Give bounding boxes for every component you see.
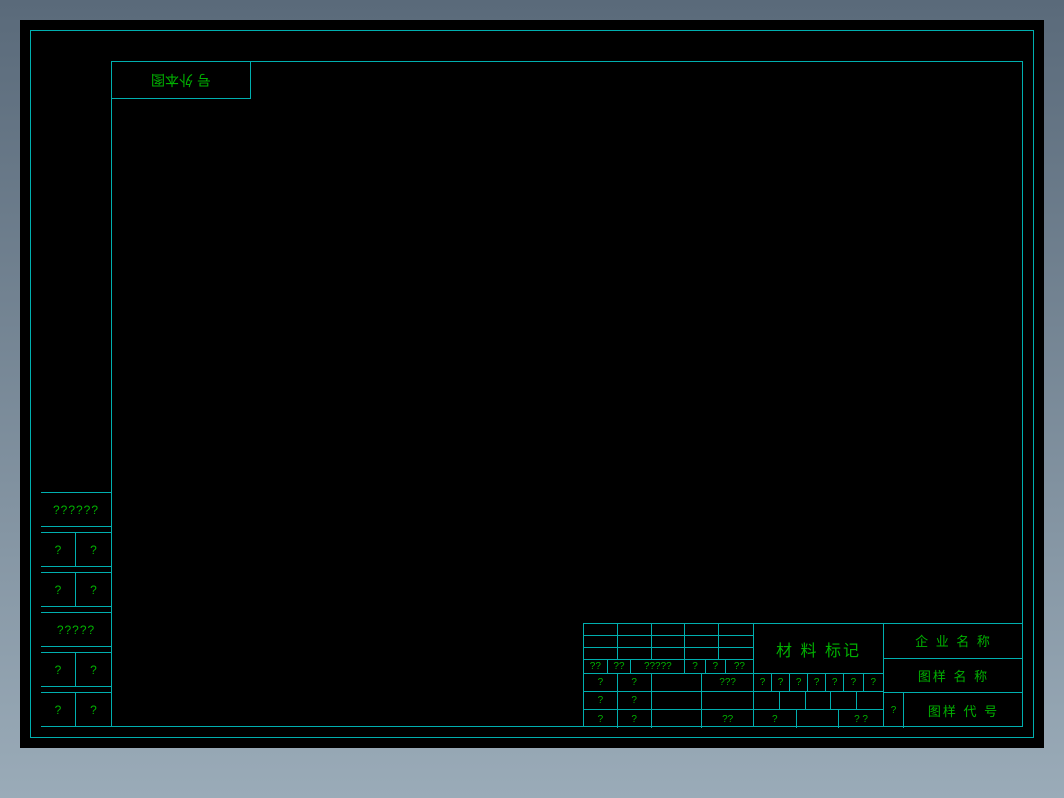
left-cell-half: ? [41,693,76,726]
left-cell-full: ????? [41,612,111,647]
left-cell: ? ? [41,652,111,687]
outer-drawing-frame: 号 外本图 ? ? ? ? ????? ? ? ? ? ?????? [30,30,1034,738]
cad-viewport[interactable]: 号 外本图 ? ? ? ? ????? ? ? ? ? ?????? [20,20,1044,748]
tb-thin-row: ? ? [584,692,753,710]
company-name-label: 企 业 名 称 [884,624,1023,658]
left-cell-half: ? [76,573,111,606]
left-cell-full: ?????? [41,492,111,527]
titleblock-mid-column: 材 料 标记 ? ? ? ? ? ? ? [753,623,883,727]
titleblock-right-column: 企 业 名 称 图样 名 称 ? 图样 代 号 [883,623,1023,727]
tb-right-row: 企 业 名 称 [884,624,1023,659]
left-cell-half: ? [76,693,111,726]
left-cell-half: ? [76,653,111,686]
left-cell: ? ? [41,572,111,607]
tb-right-row: 图样 名 称 [884,659,1023,694]
tb-grid-row [584,636,753,648]
titleblock-left-column: ?? ?? ????? ? ? ?? ? ? ??? ? ? [583,623,753,727]
top-left-corner-box: 号 外本图 [111,61,251,99]
tb-mid-row: ? ? ? ? ? ? ? [754,674,883,692]
left-cell: ? ? [41,692,111,727]
material-mark-label: 材 料 标记 [754,624,883,674]
tb-mid-row: ? ? ? [754,710,883,728]
drawing-code-num: ? [884,693,904,728]
title-block: ?? ?? ????? ? ? ?? ? ? ??? ? ? [583,623,1023,727]
drawing-name-label: 图样 名 称 [884,659,1023,693]
left-cell: ? ? [41,532,111,567]
left-cell-half: ? [41,653,76,686]
left-cell-half: ? [76,533,111,566]
tb-header-row: ?? ?? ????? ? ? ?? [584,660,753,674]
top-left-label: 号 外本图 [151,70,211,90]
left-cell-half: ? [41,573,76,606]
left-cell-half: ? [41,533,76,566]
tb-grid-row [584,648,753,660]
tb-right-row: ? 图样 代 号 [884,693,1023,728]
tb-grid-row [584,624,753,636]
tb-mid-row [754,692,883,710]
tb-thin-row: ? ? ?? [584,710,753,728]
tb-thin-row: ? ? ??? [584,674,753,692]
drawing-code-label: 图样 代 号 [904,693,1023,728]
